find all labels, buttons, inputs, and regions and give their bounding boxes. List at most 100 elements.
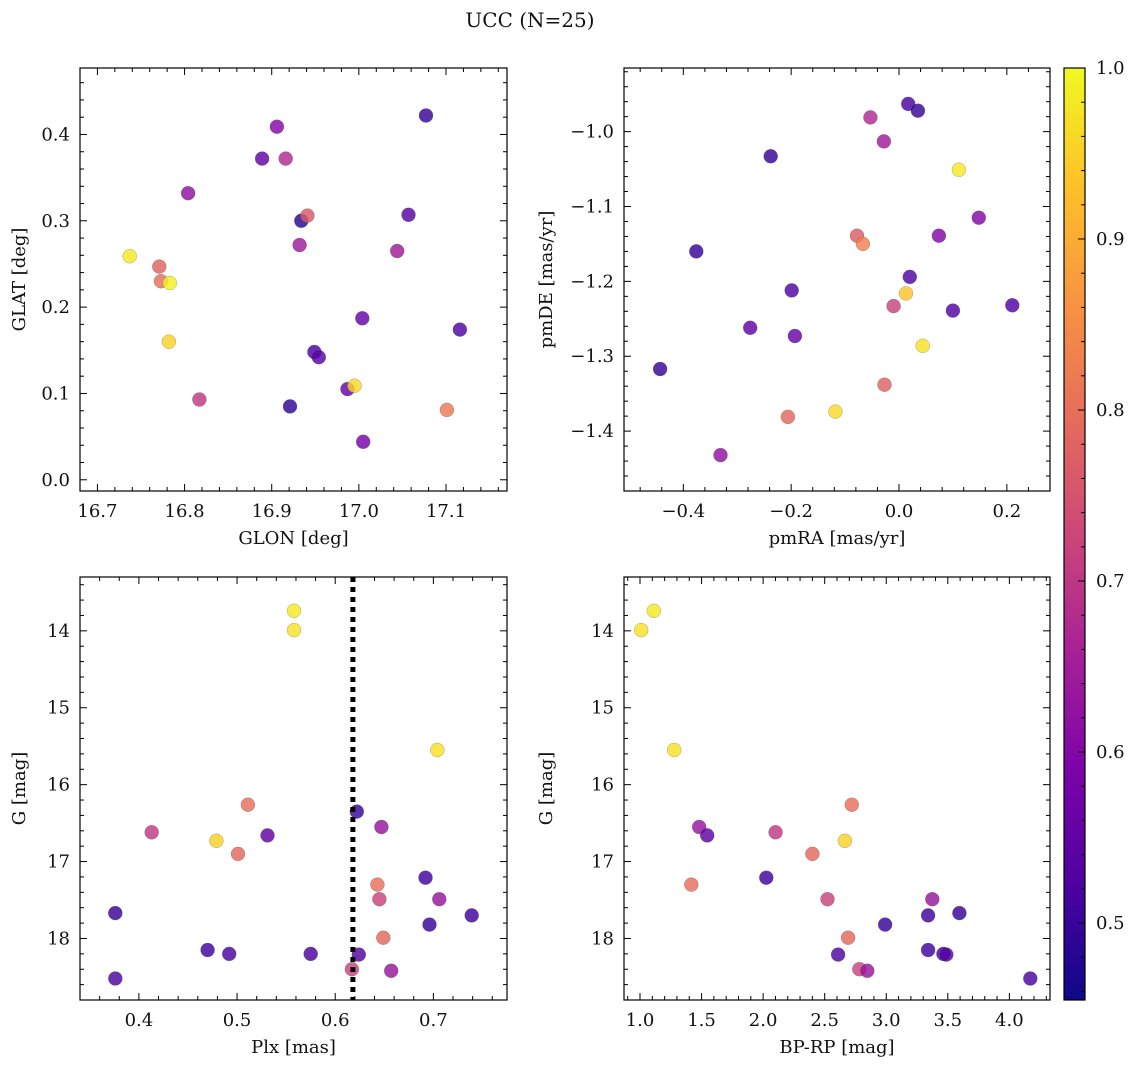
y-axis-label: pmDE [mas/yr]: [536, 211, 557, 349]
data-point: [684, 877, 699, 892]
data-point: [376, 930, 391, 945]
data-point: [925, 892, 940, 907]
data-point: [162, 275, 178, 291]
data-point: [820, 892, 835, 907]
data-point: [971, 210, 986, 225]
data-point: [763, 149, 778, 164]
data-point: [401, 207, 416, 223]
y-tick-label: 18: [591, 928, 614, 949]
data-point: [108, 905, 123, 921]
y-tick-label: −1.4: [570, 421, 614, 442]
x-tick-label: 0.6: [321, 1010, 350, 1031]
x-tick-label: 3.0: [872, 1010, 901, 1031]
data-point: [787, 328, 803, 344]
data-point: [108, 971, 123, 986]
data-point: [667, 742, 682, 758]
axes-frame: [79, 576, 508, 1001]
x-tick-label: 0.0: [885, 501, 914, 522]
x-tick-label: 2.5: [810, 1010, 839, 1031]
figure-title: UCC (N=25): [465, 8, 594, 32]
x-tick-label: 1.5: [687, 1010, 716, 1031]
x-tick-label: 16.9: [252, 501, 292, 522]
x-tick-label: 16.8: [165, 501, 205, 522]
axes-frame: [79, 67, 508, 492]
data-point: [300, 208, 315, 223]
x-tick-label: 4.0: [995, 1010, 1024, 1031]
y-axis-label: G [mag]: [536, 752, 557, 825]
data-point: [230, 846, 246, 862]
data-point: [828, 404, 843, 419]
axes-frame: [623, 67, 1051, 492]
data-point: [780, 409, 796, 425]
data-point: [464, 908, 479, 923]
data-point: [200, 942, 215, 958]
y-axis-label: GLAT [deg]: [9, 228, 30, 332]
y-tick-label: 0.0: [41, 470, 70, 491]
data-point: [910, 103, 926, 118]
colorbar-tick-label: 0.9: [1096, 229, 1125, 250]
data-point: [902, 269, 917, 285]
scatter-panel-2: −0.4 −0.2 0.0 0.2 −1.4 −1.3 −1.2 −1.1 −1.0 pmRA […: [536, 67, 1051, 549]
data-point: [311, 350, 326, 365]
data-point: [452, 322, 468, 337]
x-axis-label: GLON [deg]: [238, 528, 348, 549]
data-point: [952, 905, 967, 921]
data-point: [269, 119, 285, 134]
data-point: [278, 151, 293, 166]
data-point: [161, 334, 177, 349]
y-tick-label: 14: [47, 621, 70, 642]
data-point: [418, 108, 434, 123]
data-point: [144, 825, 159, 840]
y-tick-label: −1.0: [570, 122, 614, 143]
y-axis-label: G [mag]: [9, 752, 30, 825]
data-points: [122, 108, 468, 449]
scatter-panel-1: 16.7 16.8 16.9 17.0 17.1 0.0 0.1 0.2 0.3 0.4 GLON …: [9, 67, 508, 549]
data-point: [855, 236, 871, 252]
data-point: [863, 110, 878, 125]
data-point: [1005, 298, 1020, 313]
colorbar-tick-label: 0.8: [1096, 400, 1125, 421]
data-point: [260, 828, 275, 843]
x-tick-label: −0.2: [769, 501, 813, 522]
data-point: [355, 311, 370, 326]
data-points: [108, 603, 479, 986]
data-point: [844, 797, 859, 812]
x-tick-label: 17.0: [339, 501, 379, 522]
data-point: [356, 434, 371, 449]
data-point: [347, 378, 362, 393]
data-point: [384, 963, 399, 978]
x-tick-label: 3.5: [933, 1010, 962, 1031]
y-tick-label: 18: [47, 928, 70, 949]
y-tick-label: 16: [47, 775, 70, 796]
data-point: [920, 942, 936, 958]
data-point: [931, 228, 947, 243]
data-point: [282, 399, 298, 414]
data-point: [743, 320, 758, 335]
colorbar-frame: [1063, 67, 1086, 1001]
data-point: [286, 603, 302, 618]
y-tick-label: −1.3: [570, 346, 614, 367]
data-point: [292, 237, 307, 253]
y-tick-label: 17: [47, 852, 70, 873]
data-point: [646, 603, 661, 618]
data-point: [915, 338, 930, 353]
data-point: [830, 947, 846, 962]
data-point: [805, 846, 820, 862]
x-tick-label: 0.2: [993, 501, 1022, 522]
y-tick-label: −1.2: [570, 271, 614, 292]
data-point: [180, 185, 196, 201]
data-point: [652, 361, 668, 377]
scatter-panel-4: 1.0 1.5 2.0 2.5 3.0 3.5 4.0 14 15 16 17 18 BP-RP [ma…: [536, 576, 1051, 1058]
data-point: [951, 162, 967, 178]
data-point: [439, 402, 455, 418]
colorbar-gradient: [1064, 68, 1085, 1000]
y-tick-label: −1.1: [570, 197, 614, 218]
data-point: [876, 134, 892, 149]
data-point: [286, 622, 302, 638]
data-point: [877, 917, 893, 932]
data-point: [886, 298, 901, 314]
data-point: [784, 283, 799, 298]
data-point: [221, 946, 237, 962]
x-tick-label: −0.4: [661, 501, 705, 522]
